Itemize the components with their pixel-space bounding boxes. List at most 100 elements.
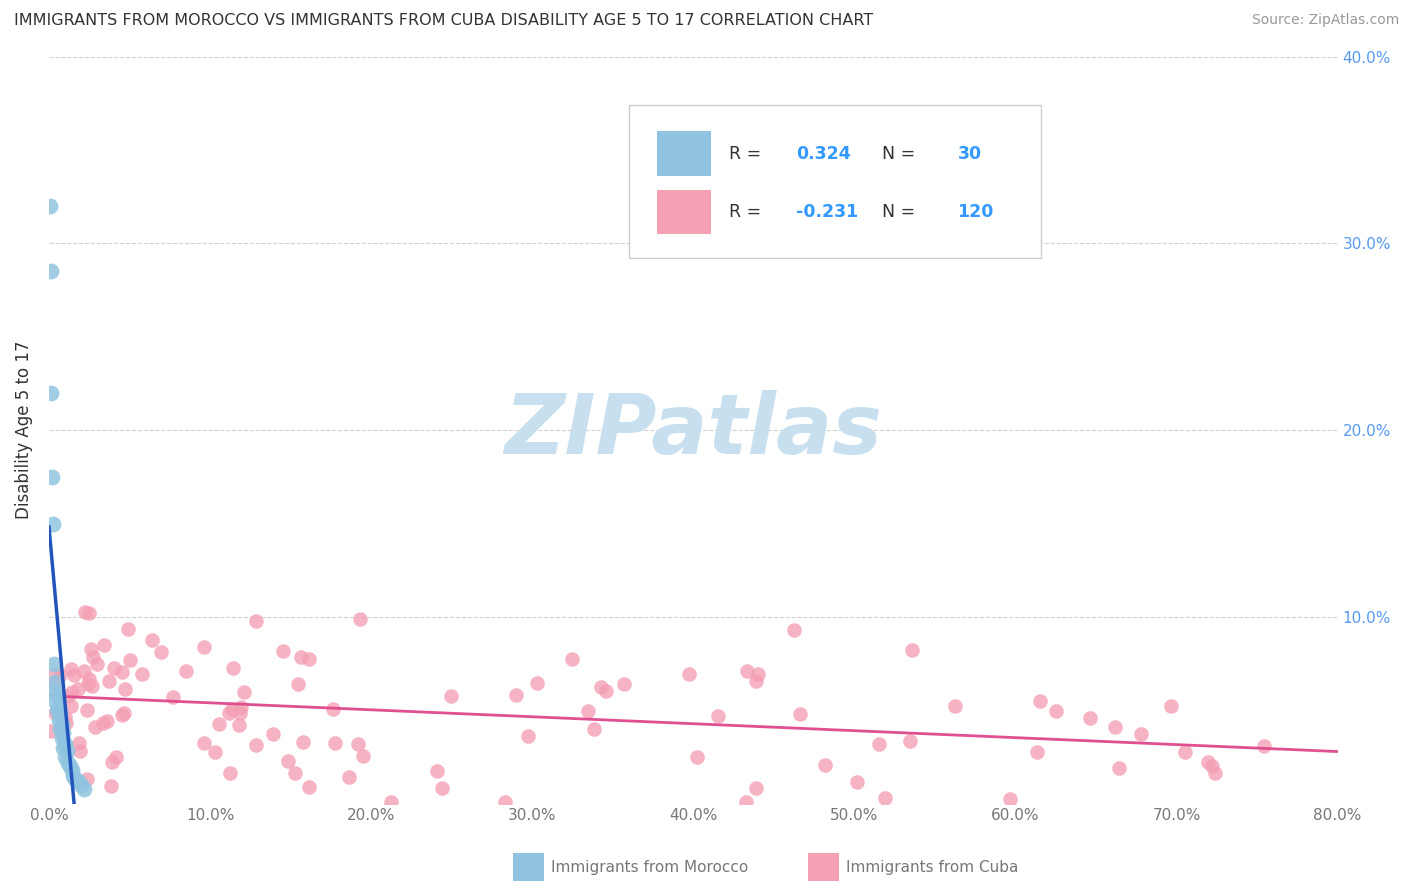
Point [112,706,135,721]
Point [1026,745,1049,759]
Point [44,706,66,721]
Bar [657,190,711,235]
Point [114,681,136,696]
Y-axis label: Disability Age 5 to 17: Disability Age 5 to 17 [15,341,32,519]
Text: Source: ZipAtlas.com: Source: ZipAtlas.com [1251,13,1399,28]
Point [49,706,72,721]
Point [44,694,66,708]
Point [271,644,294,658]
Point [131,666,153,681]
Point [193,736,215,750]
Point [561,652,583,666]
Point [290,650,312,665]
Point [80,641,103,656]
Point [44,666,66,681]
Point [60,684,83,698]
Point [49,722,72,736]
Point [42,516,65,531]
Point [1104,720,1126,734]
Point [1045,704,1067,718]
Point [77,673,100,687]
Point [84,720,107,734]
Point [52,740,75,755]
Point [38,199,60,213]
Point [1253,739,1275,753]
Text: R =: R = [730,145,768,162]
Point [898,733,921,747]
Point [1197,755,1219,769]
Point [44,675,66,690]
Point [232,684,254,698]
Point [283,765,305,780]
Point [846,775,869,789]
Point [69,743,91,757]
Point [218,706,240,720]
Point [686,749,709,764]
Point [505,688,527,702]
Point [86,657,108,671]
Point [576,704,599,718]
Point [193,640,215,654]
Point [63,668,86,682]
Point [70,778,93,792]
Point [516,729,538,743]
Point [105,750,128,764]
Text: Immigrants from Morocco: Immigrants from Morocco [551,860,748,874]
Text: Immigrants from Cuba: Immigrants from Cuba [846,860,1019,874]
Point [747,667,769,681]
Point [82,679,104,693]
Point [814,758,837,772]
Point [53,737,76,751]
Point [426,764,449,779]
Point [277,754,299,768]
Point [53,750,76,764]
Point [48,668,70,682]
Point [150,645,173,659]
Point [349,612,371,626]
Point [79,607,101,621]
Point [873,790,896,805]
Point [287,677,309,691]
Point [745,781,768,796]
Point [55,744,77,758]
Point [783,623,806,637]
Point [111,665,134,680]
Point [901,643,924,657]
Point [93,638,115,652]
Point [46,688,69,702]
Point [745,673,768,688]
Text: IMMIGRANTS FROM MOROCCO VS IMMIGRANTS FROM CUBA DISABILITY AGE 5 TO 17 CORRELATI: IMMIGRANTS FROM MOROCCO VS IMMIGRANTS FR… [14,13,873,29]
Point [41,385,63,400]
Point [76,703,98,717]
Point [48,713,70,727]
Point [204,745,226,759]
Point [1201,759,1223,773]
Point [229,706,252,721]
Text: N =: N = [872,145,921,162]
Point [73,664,96,678]
Point [1029,694,1052,708]
Point [98,674,121,689]
Point [868,737,890,751]
Text: -0.231: -0.231 [796,203,859,221]
Point [39,724,62,739]
Point [292,735,315,749]
Point [73,781,96,796]
Point [60,763,83,777]
Point [589,681,612,695]
Point [52,725,75,739]
Point [1160,698,1182,713]
Point [55,709,77,723]
Point [221,702,243,716]
Point [245,738,267,752]
Point [1108,761,1130,775]
Point [41,470,63,484]
Text: 30: 30 [957,145,981,162]
Point [55,715,77,730]
Point [44,676,66,690]
Point [51,731,73,746]
Text: ZIPatlas: ZIPatlas [505,390,882,471]
Point [678,666,700,681]
Text: R =: R = [730,203,768,221]
Bar [657,131,711,177]
